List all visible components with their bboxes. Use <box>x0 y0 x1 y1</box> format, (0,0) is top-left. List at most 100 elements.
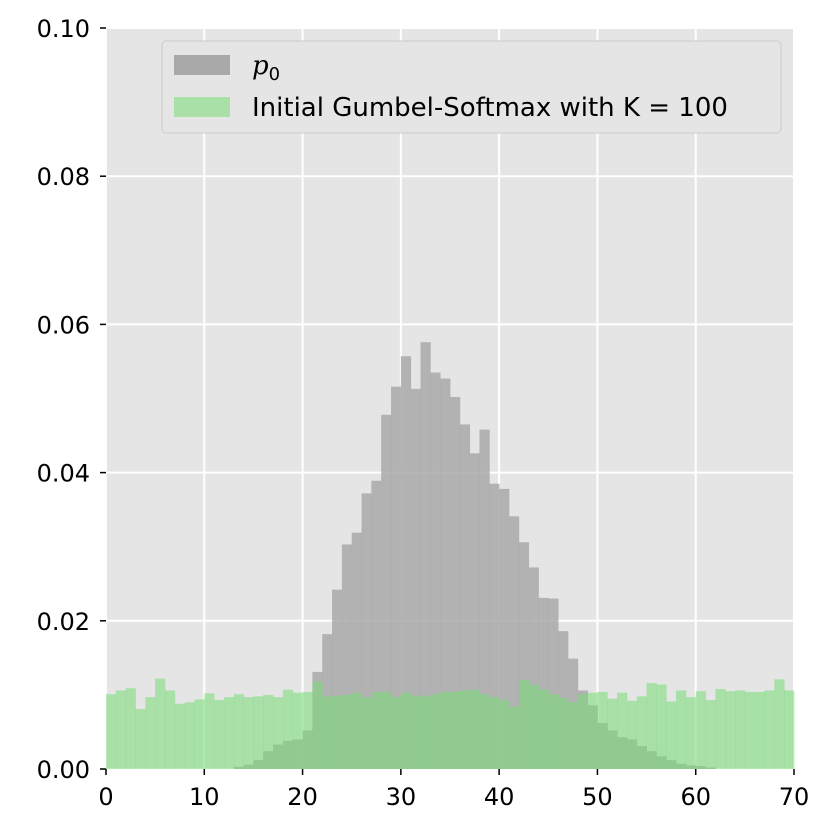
bar-gumbel-softmax <box>214 700 225 769</box>
bar-p0 <box>410 388 421 769</box>
bar-gumbel-softmax <box>676 690 687 769</box>
bar-gumbel-softmax <box>243 697 254 769</box>
bar-gumbel-softmax <box>499 700 510 769</box>
bar-p0 <box>381 414 392 769</box>
bar-gumbel-softmax <box>312 681 323 769</box>
bar-gumbel-softmax <box>135 708 146 769</box>
legend-p0-base: p <box>252 51 269 81</box>
bar-gumbel-softmax <box>626 700 638 769</box>
bar-p0 <box>430 372 441 769</box>
bar-gumbel-softmax <box>450 691 461 769</box>
bar-gumbel-softmax <box>391 697 402 769</box>
legend: p0 Initial Gumbel-Softmax with K = 100 <box>161 40 782 134</box>
bar-gumbel-softmax <box>253 696 264 769</box>
bar-gumbel-softmax <box>774 679 785 769</box>
bar-gumbel-softmax <box>715 688 726 769</box>
legend-swatch-gumbel <box>174 97 230 117</box>
bars-layer <box>106 342 795 769</box>
bar-gumbel-softmax <box>607 698 618 769</box>
bar-p0 <box>440 378 451 769</box>
y-tick-label: 0.00 <box>37 756 90 784</box>
bar-gumbel-softmax <box>115 690 127 769</box>
bar-gumbel-softmax <box>558 697 569 769</box>
x-tick-label: 70 <box>779 783 810 811</box>
bar-gumbel-softmax <box>440 691 451 769</box>
bar-gumbel-softmax <box>381 691 392 769</box>
bar-gumbel-softmax <box>322 696 333 769</box>
bar-p0 <box>479 429 490 769</box>
bar-p0 <box>528 567 539 769</box>
bar-gumbel-softmax <box>538 689 549 769</box>
bar-gumbel-softmax <box>204 693 215 769</box>
bar-gumbel-softmax <box>184 702 195 769</box>
bar-gumbel-softmax <box>784 690 795 769</box>
x-tick-label: 50 <box>582 783 613 811</box>
bar-gumbel-softmax <box>341 694 353 769</box>
bar-gumbel-softmax <box>725 691 736 769</box>
bar-gumbel-softmax <box>754 691 765 769</box>
bar-gumbel-softmax <box>567 702 579 769</box>
bar-gumbel-softmax <box>479 694 490 769</box>
bar-gumbel-softmax <box>371 691 382 769</box>
bar-gumbel-softmax <box>164 690 176 769</box>
bar-p0 <box>518 542 530 769</box>
bar-gumbel-softmax <box>617 692 628 769</box>
bar-gumbel-softmax <box>508 706 520 769</box>
bar-p0 <box>538 597 549 769</box>
y-tick-label: 0.04 <box>37 460 90 488</box>
bar-gumbel-softmax <box>666 701 677 769</box>
y-tick-label: 0.06 <box>37 311 90 339</box>
bar-gumbel-softmax <box>174 703 186 769</box>
x-tick-label: 40 <box>484 783 515 811</box>
bar-gumbel-softmax <box>528 684 539 769</box>
bar-gumbel-softmax <box>106 694 117 769</box>
bar-p0 <box>459 424 471 769</box>
x-tick-label: 30 <box>386 783 417 811</box>
bar-p0 <box>341 544 353 769</box>
bar-gumbel-softmax <box>430 694 441 769</box>
bar-gumbel-softmax <box>744 691 756 769</box>
bar-p0 <box>391 386 402 769</box>
bar-gumbel-softmax <box>685 697 697 769</box>
bar-p0 <box>469 453 480 769</box>
legend-frame <box>161 40 782 134</box>
bar-gumbel-softmax <box>646 683 657 769</box>
bar-gumbel-softmax <box>636 696 647 769</box>
legend-label-gumbel: Initial Gumbel-Softmax with K = 100 <box>252 93 728 123</box>
x-tick-label: 60 <box>680 783 711 811</box>
x-tick-label: 20 <box>287 783 318 811</box>
bar-gumbel-softmax <box>332 695 343 769</box>
bar-gumbel-softmax <box>351 692 362 769</box>
bar-gumbel-softmax <box>656 684 667 769</box>
bar-gumbel-softmax <box>302 691 313 769</box>
bar-p0 <box>371 480 382 769</box>
x-tick-label: 0 <box>98 783 113 811</box>
bar-gumbel-softmax <box>400 692 412 769</box>
bar-gumbel-softmax <box>764 690 775 769</box>
bar-p0 <box>420 342 431 769</box>
bar-gumbel-softmax <box>263 694 274 769</box>
legend-label-p0: p0 <box>252 51 280 85</box>
bar-p0 <box>499 488 510 769</box>
bar-gumbel-softmax <box>194 699 205 769</box>
bar-gumbel-softmax <box>695 691 706 769</box>
bar-gumbel-softmax <box>420 696 431 769</box>
bar-gumbel-softmax <box>361 697 372 769</box>
bar-gumbel-softmax <box>705 700 716 769</box>
bar-gumbel-softmax <box>292 692 303 769</box>
bar-gumbel-softmax <box>518 680 530 769</box>
y-tick-label: 0.02 <box>37 608 90 636</box>
bar-gumbel-softmax <box>155 678 166 769</box>
y-tick-label: 0.10 <box>37 15 90 43</box>
bar-p0 <box>450 397 461 769</box>
y-tick-label: 0.08 <box>37 163 90 191</box>
bar-gumbel-softmax <box>489 697 500 769</box>
bar-gumbel-softmax <box>577 694 588 769</box>
bar-gumbel-softmax <box>273 697 284 769</box>
bar-gumbel-softmax <box>145 697 156 769</box>
bar-gumbel-softmax <box>125 688 136 769</box>
bar-gumbel-softmax <box>469 689 480 769</box>
bar-p0 <box>508 516 520 769</box>
bar-gumbel-softmax <box>548 694 559 769</box>
bar-gumbel-softmax <box>459 690 471 769</box>
